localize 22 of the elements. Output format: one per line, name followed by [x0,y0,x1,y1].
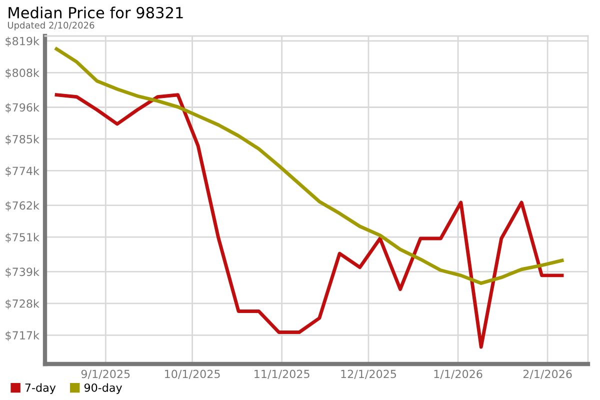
y-tick-label: $796k [6,103,40,114]
x-tick-label: 9/1/2025 [81,370,130,380]
y-tick-label: $819k [6,36,40,47]
chart-subtitle: Updated 2/10/2026 [8,22,94,30]
y-tick-label: $717k [6,330,40,342]
y-tick-label: $808k [6,68,40,78]
line-series [54,93,564,349]
x-tick-label: 1/1/2026 [434,370,482,380]
y-tick-label: $728k [6,299,40,310]
x-tick-label: 12/1/2025 [341,370,396,380]
x-tick-label: 10/1/2025 [165,370,220,380]
y-tick-label: $785k [6,134,40,145]
y-tick-label: $751k [6,232,40,243]
y-tick-label: $739k [6,267,40,278]
line-series [54,47,564,285]
legend-label: 7-day [25,383,56,394]
x-tick-label: 11/1/2025 [254,370,310,380]
y-tick-label: $762k [6,201,40,212]
x-tick-label: 2/1/2026 [523,370,572,380]
y-tick-label: $774k [6,166,40,177]
chart-title: Median Price for 98321 [8,6,183,18]
legend-label: 90-day [84,383,122,394]
